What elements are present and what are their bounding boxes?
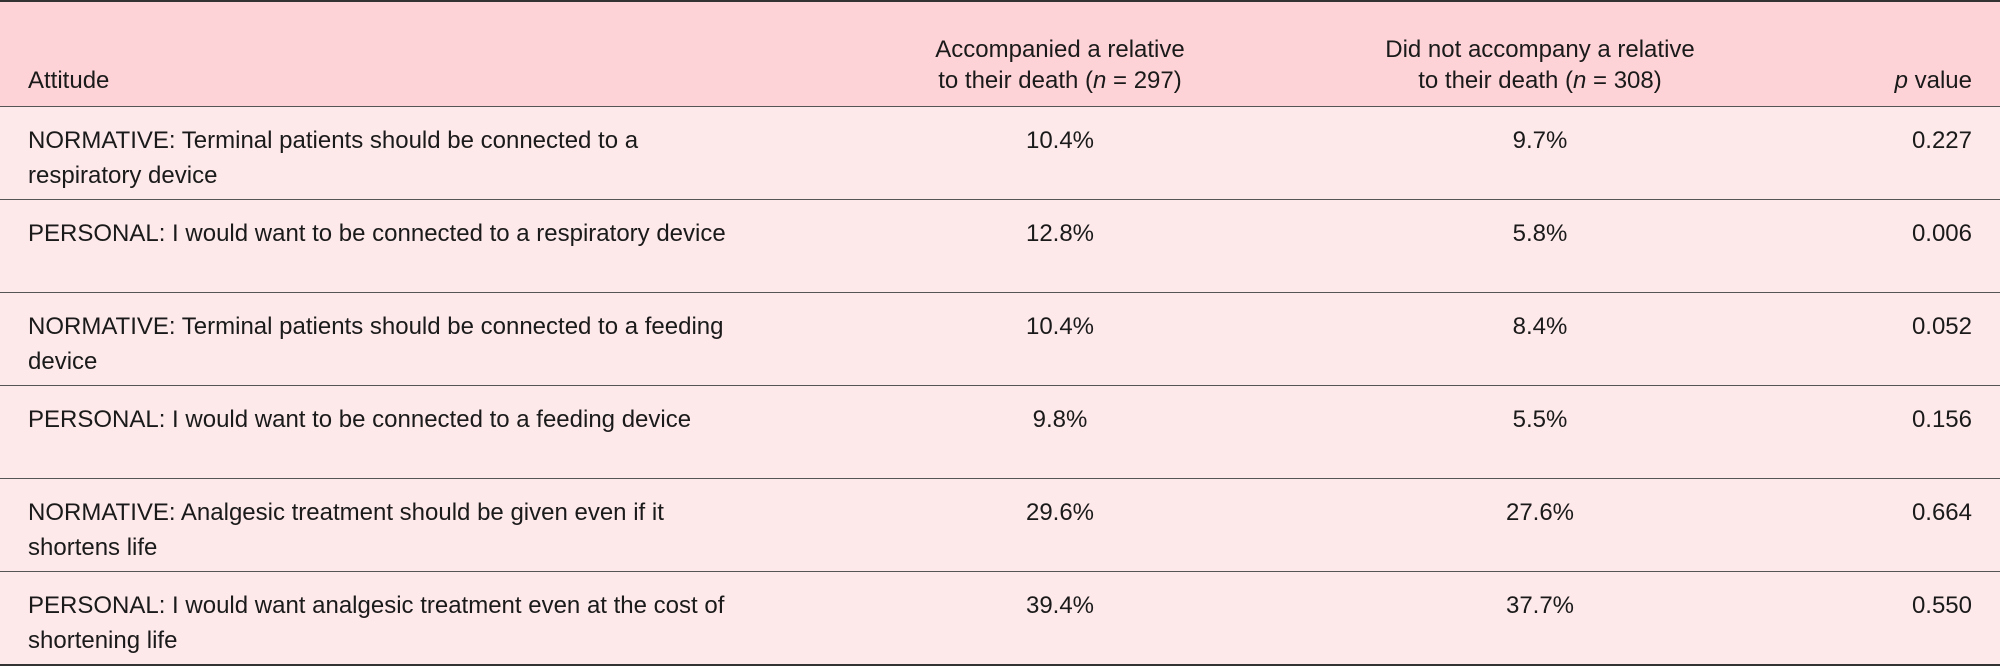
value-cell: 0.550 [1760, 571, 2000, 665]
cell-text: 27.6% [1505, 499, 1575, 526]
value-cell: 37.7% [1320, 571, 1760, 665]
cell-text: 0.664 [1911, 499, 1972, 526]
cell-text: 0.052 [1911, 313, 1972, 340]
cell-text: 9.7% [1512, 127, 1568, 154]
attitude-cell: PERSONAL: I would want analgesic treatme… [0, 571, 800, 665]
cell-text: PERSONAL: I would want analgesic treatme… [28, 592, 725, 654]
column-header: Did not accompany a relative to their dea… [1320, 1, 1760, 107]
attitude-cell: NORMATIVE: Terminal patients should be c… [0, 292, 800, 386]
attitude-cell: PERSONAL: I would want to be connected t… [0, 199, 800, 293]
header-text: Attitude [28, 67, 110, 94]
cell-text: NORMATIVE: Terminal patients should be c… [28, 313, 724, 375]
header-text: = 297) [1106, 67, 1182, 94]
cell-text: PERSONAL: I would want to be connected t… [28, 406, 692, 433]
value-cell: 0.156 [1760, 385, 2000, 479]
header-row: Attitude Accompanied a relative to their d… [0, 1, 2000, 107]
value-cell: 0.227 [1760, 106, 2000, 200]
attitude-cell: NORMATIVE: Terminal patients should be c… [0, 106, 800, 200]
header-text: Accompanied a relative [935, 36, 1185, 63]
value-cell: 39.4% [800, 571, 1320, 665]
table-row: PERSONAL: I would want analgesic treatme… [0, 571, 2000, 665]
cell-text: 0.156 [1911, 406, 1972, 433]
cell-text: 12.8% [1025, 220, 1095, 247]
cell-text: NORMATIVE: Analgesic treatment should be… [28, 499, 664, 561]
value-cell: 5.8% [1320, 199, 1760, 293]
column-header: Attitude [0, 1, 800, 107]
cell-text: PERSONAL: I would want to be connected t… [28, 220, 726, 247]
header-text: Did not accompany a relative [1385, 36, 1695, 63]
cell-text: 39.4% [1025, 592, 1095, 619]
column-header: Accompanied a relative to their death (n … [800, 1, 1320, 107]
value-cell: 12.8% [800, 199, 1320, 293]
cell-text: 5.8% [1512, 220, 1568, 247]
cell-text: 29.6% [1025, 499, 1095, 526]
value-cell: 29.6% [800, 478, 1320, 572]
table-row: NORMATIVE: Terminal patients should be c… [0, 106, 2000, 200]
cell-text: 37.7% [1505, 592, 1575, 619]
cell-text: 10.4% [1025, 127, 1095, 154]
value-cell: 27.6% [1320, 478, 1760, 572]
cell-text: NORMATIVE: Terminal patients should be c… [28, 127, 639, 189]
value-cell: 10.4% [800, 106, 1320, 200]
attitude-cell: PERSONAL: I would want to be connected t… [0, 385, 800, 479]
column-header: p value [1760, 1, 2000, 107]
header-text: p [1894, 67, 1908, 94]
value-cell: 8.4% [1320, 292, 1760, 386]
header-text: to their death ( [1418, 67, 1573, 94]
table-row: PERSONAL: I would want to be connected t… [0, 199, 2000, 293]
cell-text: 10.4% [1025, 313, 1095, 340]
cell-text: 0.227 [1911, 127, 1972, 154]
header-text: = 308) [1586, 67, 1662, 94]
value-cell: 5.5% [1320, 385, 1760, 479]
table-row: PERSONAL: I would want to be connected t… [0, 385, 2000, 479]
header-text: to their death ( [938, 67, 1093, 94]
header-text: n [1573, 67, 1587, 94]
value-cell: 0.052 [1760, 292, 2000, 386]
cell-text: 0.006 [1911, 220, 1972, 247]
value-cell: 10.4% [800, 292, 1320, 386]
attitude-cell: NORMATIVE: Analgesic treatment should be… [0, 478, 800, 572]
table-row: NORMATIVE: Terminal patients should be c… [0, 292, 2000, 386]
header-text: value [1907, 67, 1972, 94]
value-cell: 0.006 [1760, 199, 2000, 293]
cell-text: 5.5% [1512, 406, 1568, 433]
header-text: n [1093, 67, 1107, 94]
value-cell: 9.8% [800, 385, 1320, 479]
cell-text: 9.8% [1032, 406, 1088, 433]
value-cell: 9.7% [1320, 106, 1760, 200]
cell-text: 0.550 [1911, 592, 1972, 619]
table-row: NORMATIVE: Analgesic treatment should be… [0, 478, 2000, 572]
cell-text: 8.4% [1512, 313, 1568, 340]
value-cell: 0.664 [1760, 478, 2000, 572]
